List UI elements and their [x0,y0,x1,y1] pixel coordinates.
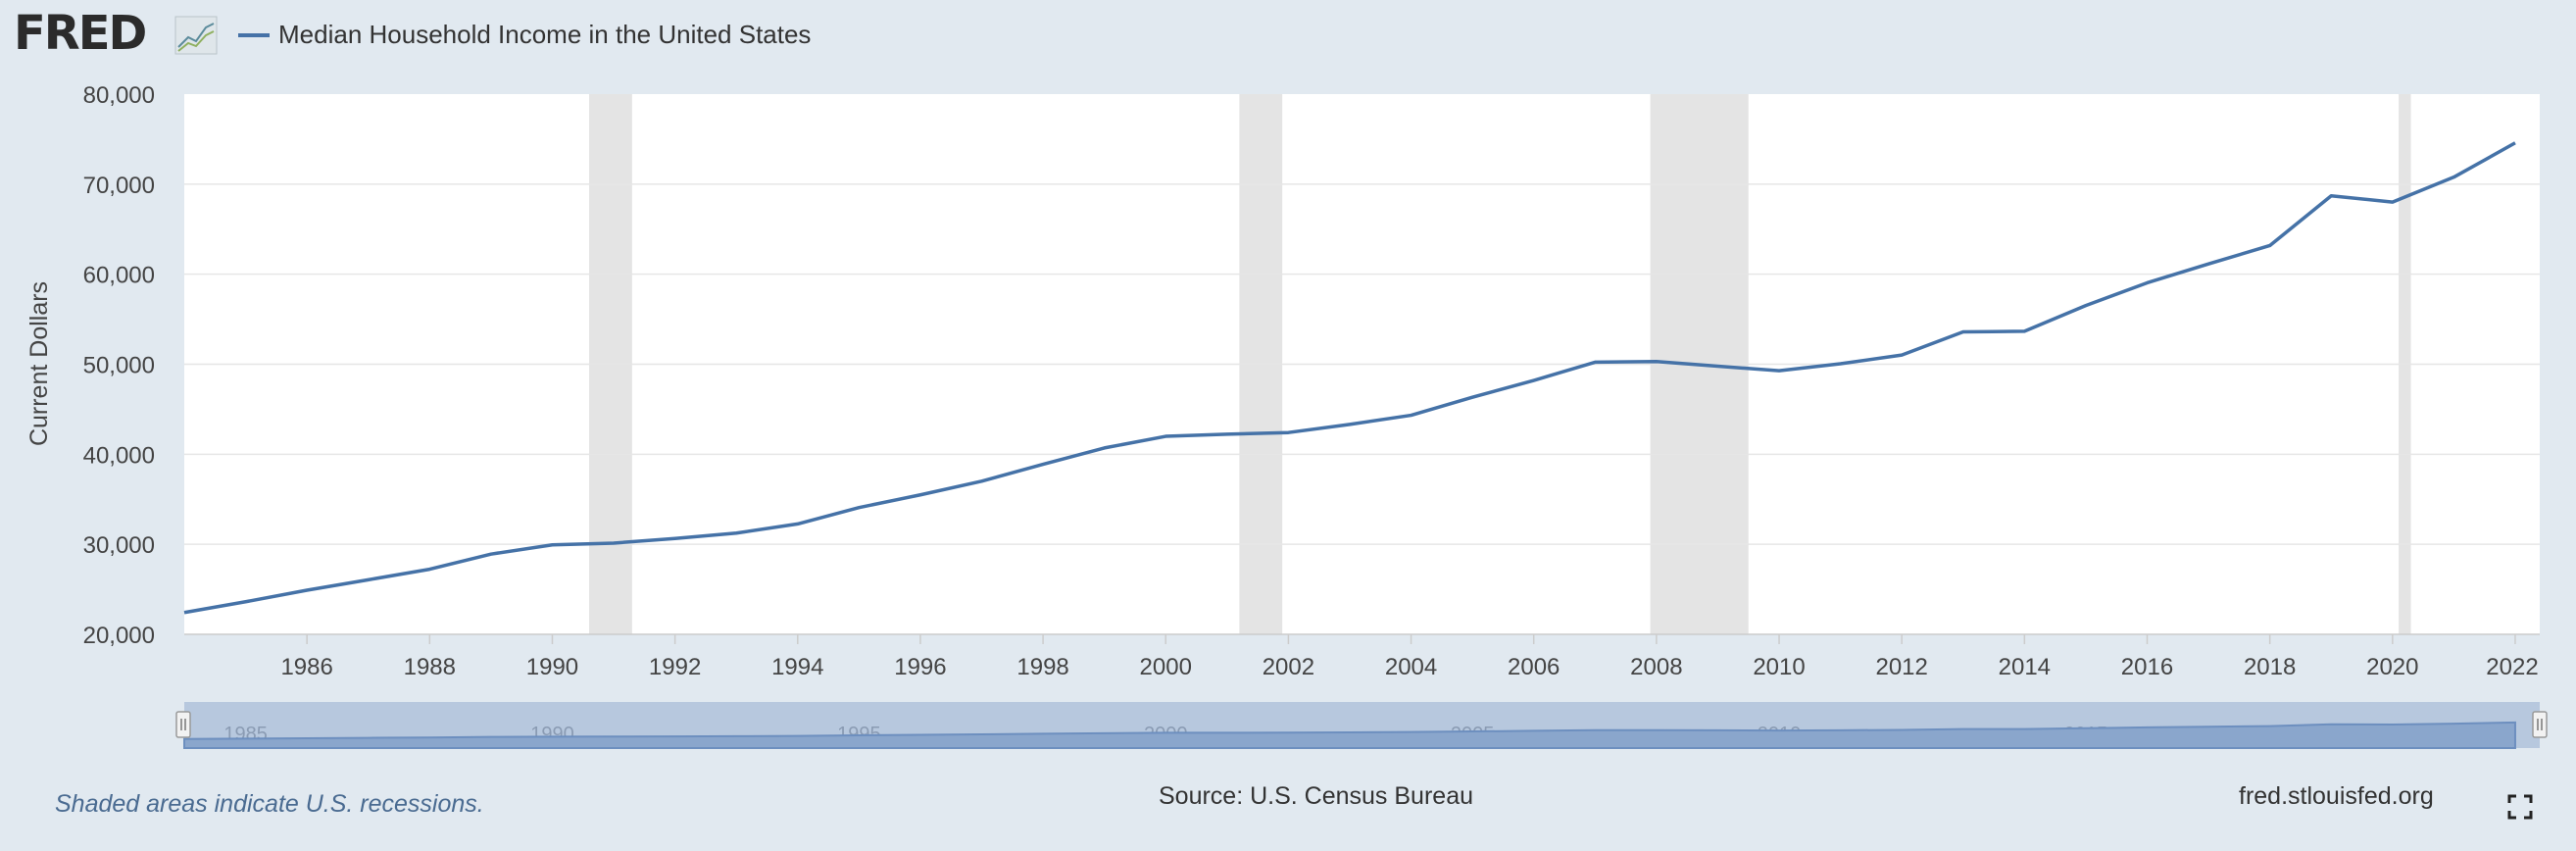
source-credit: Source: U.S. Census Bureau [1159,782,1473,810]
y-tick-label: 30,000 [83,532,155,559]
x-tick-label: 2004 [1385,654,1437,680]
x-tick-label: 2016 [2121,654,2173,680]
x-tick-label: 2002 [1263,654,1314,680]
site-link[interactable]: fred.stlouisfed.org [2239,782,2434,810]
x-tick-label: 2020 [2366,654,2418,680]
x-tick-label: 1988 [404,654,456,680]
y-tick-label: 50,000 [83,353,155,379]
fred-graph-icon [174,16,218,55]
y-tick-label: 80,000 [83,82,155,109]
chart-header: FRED Median Household Income in the Unit… [0,0,2576,78]
data-series [183,141,2516,615]
legend-swatch [238,33,270,37]
x-tick-label: 2010 [1753,654,1805,680]
fred-logo[interactable]: FRED [14,6,147,61]
series-line[interactable] [183,141,2516,615]
navigator-left-handle[interactable] [175,711,191,738]
x-tick-label: 1990 [526,654,578,680]
x-tick-label: 1986 [280,654,332,680]
x-tick-label: 2022 [2486,654,2538,680]
x-axis-ticks: 1986 1988 1990 1992 1994 1996 1998 2000 2002 2004… [280,634,2539,680]
x-tick-label: 2006 [1508,654,1560,680]
legend-series-title[interactable]: Median Household Income in the United St… [278,20,812,49]
range-navigator[interactable]: 19851990199520002005201020152020 [175,702,2548,749]
x-tick-label: 1994 [771,654,823,680]
x-tick-label: 1998 [1016,654,1068,680]
x-tick-label: 1996 [894,654,946,680]
x-tick-label: 2018 [2244,654,2296,680]
navigator-series-area [183,721,2516,749]
y-tick-label: 20,000 [83,623,155,649]
y-axis-ticks: 20,000 30,000 40,000 50,000 60,000 70,000 80,0… [83,82,155,649]
y-axis-label: Current Dollars [25,281,53,446]
x-tick-label: 1992 [649,654,701,680]
navigator-right-handle[interactable] [2532,711,2548,738]
y-tick-label: 60,000 [83,263,155,289]
recession-note: Shaded areas indicate U.S. recessions. [55,790,484,818]
x-tick-label: 2008 [1630,654,1682,680]
y-tick-label: 70,000 [83,173,155,199]
fullscreen-icon[interactable] [2507,794,2533,820]
x-tick-label: 2012 [1875,654,1927,680]
y-tick-label: 40,000 [83,442,155,469]
x-tick-label: 2014 [1999,654,2051,680]
x-tick-label: 2000 [1140,654,1192,680]
